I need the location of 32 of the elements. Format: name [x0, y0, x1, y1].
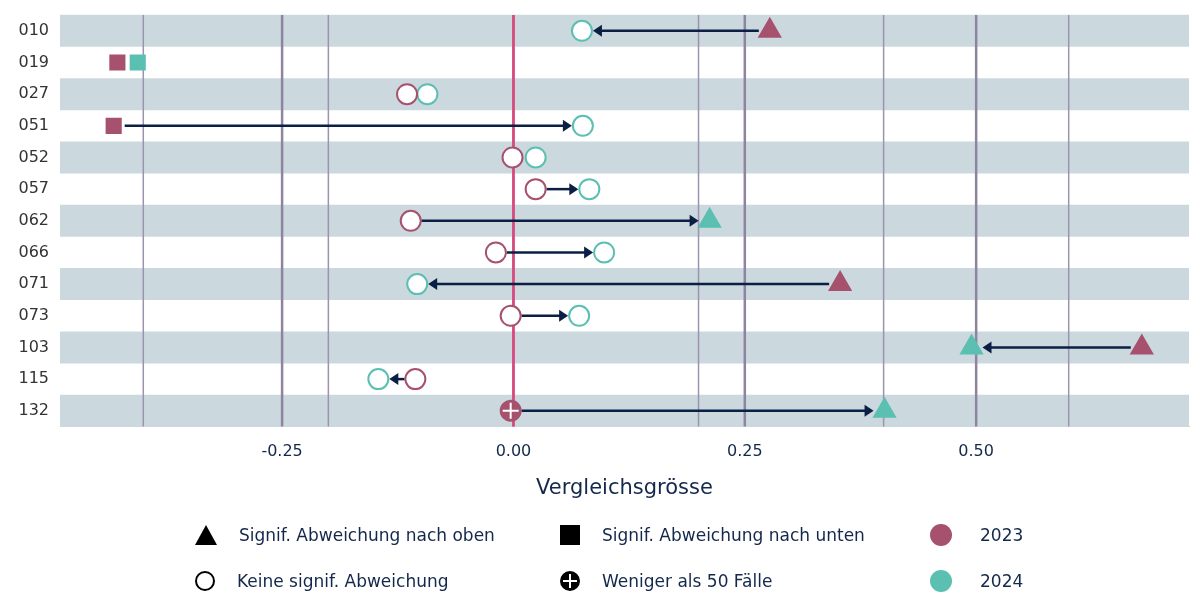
- x-tick-label: 0.00: [495, 441, 532, 461]
- point: [499, 304, 522, 327]
- x-axis-title: Vergleichsgrösse: [536, 474, 713, 499]
- x-tick-label: 0.25: [726, 441, 763, 461]
- y-tick-label: 132: [18, 399, 49, 419]
- y-tick-label: 073: [18, 304, 49, 324]
- y-tick-label: 051: [18, 114, 49, 134]
- y-tick-label: 019: [18, 51, 49, 71]
- legend-label: Signif. Abweichung nach oben: [239, 525, 495, 545]
- y-tick-label: 010: [18, 19, 49, 39]
- legend-label: Keine signif. Abweichung: [237, 571, 449, 591]
- legend-label: 2024: [980, 571, 1024, 591]
- y-tick-label: 052: [18, 146, 49, 166]
- y-tick-label: 062: [18, 209, 49, 229]
- y-tick-label: 103: [18, 336, 49, 356]
- y-tick-label: 066: [18, 241, 49, 261]
- legend-label: Signif. Abweichung nach unten: [602, 525, 865, 545]
- y-tick-label: 115: [18, 368, 49, 388]
- point: [524, 146, 547, 169]
- legend-label: 2023: [980, 525, 1024, 545]
- point: [501, 146, 524, 169]
- x-tick-label: 0.50: [958, 441, 994, 461]
- point: [416, 83, 439, 106]
- point: [406, 273, 429, 296]
- y-tick-label: 071: [18, 273, 49, 293]
- y-tick-label: 027: [18, 83, 49, 103]
- legend-label: Weniger als 50 Fälle: [602, 571, 773, 591]
- x-tick-label: -0.25: [261, 441, 303, 461]
- point: [570, 19, 593, 42]
- point: [396, 83, 419, 106]
- y-tick-label: 057: [18, 178, 49, 198]
- point: [399, 209, 422, 232]
